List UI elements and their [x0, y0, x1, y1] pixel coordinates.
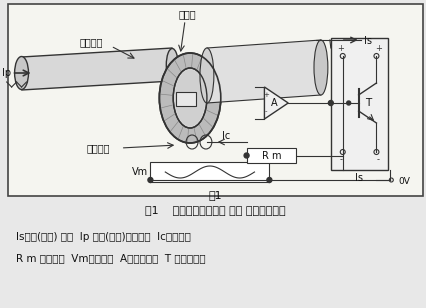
Text: 图1    为闭环电流传感器 基本 结构及原理图: 图1 为闭环电流传感器 基本 结构及原理图	[144, 205, 285, 215]
Text: Ic: Ic	[221, 131, 230, 141]
Bar	[176, 92, 196, 106]
Ellipse shape	[166, 48, 178, 82]
Text: R m: R m	[261, 151, 280, 160]
Text: -: -	[376, 156, 379, 164]
Bar	[150, 162, 269, 182]
Text: Is: Is	[331, 42, 333, 43]
Polygon shape	[21, 48, 172, 90]
Text: 付边线圈: 付边线圈	[86, 143, 109, 153]
Ellipse shape	[159, 53, 220, 143]
Text: +: +	[263, 92, 269, 98]
Text: -: -	[339, 156, 342, 164]
Text: 集磁环: 集磁环	[178, 9, 196, 19]
Bar	[246, 148, 296, 163]
Circle shape	[346, 101, 350, 105]
Text: T: T	[365, 98, 371, 108]
Text: A: A	[271, 98, 277, 108]
Bar	[330, 38, 387, 170]
Circle shape	[328, 100, 333, 106]
Text: 图1: 图1	[207, 190, 221, 200]
Text: Is: Is	[354, 173, 362, 183]
Text: +: +	[337, 43, 343, 52]
Ellipse shape	[199, 48, 213, 103]
Text: Is: Is	[363, 36, 371, 46]
Text: Is补偿(付边) 电流  Ip 初级(原边)输入电流  Ic霍尔电势: Is补偿(付边) 电流 Ip 初级(原边)输入电流 Ic霍尔电势	[16, 232, 190, 242]
Text: +: +	[374, 43, 381, 52]
Polygon shape	[264, 87, 288, 119]
Bar	[8, 4, 422, 196]
Text: Vm: Vm	[132, 167, 148, 177]
Ellipse shape	[175, 70, 204, 126]
Ellipse shape	[14, 56, 29, 90]
Polygon shape	[207, 40, 320, 103]
Ellipse shape	[313, 40, 327, 95]
Text: Ip: Ip	[2, 68, 11, 78]
Circle shape	[147, 177, 153, 183]
Ellipse shape	[173, 68, 207, 128]
Text: -: -	[265, 108, 267, 114]
Text: 0V: 0V	[397, 176, 409, 185]
Circle shape	[244, 153, 248, 158]
Text: 原边导体: 原边导体	[79, 37, 102, 47]
Circle shape	[266, 177, 271, 183]
Text: R m 测量电阻  Vm输出电压  A运算放大器  T 功率放大器: R m 测量电阻 Vm输出电压 A运算放大器 T 功率放大器	[16, 253, 205, 263]
